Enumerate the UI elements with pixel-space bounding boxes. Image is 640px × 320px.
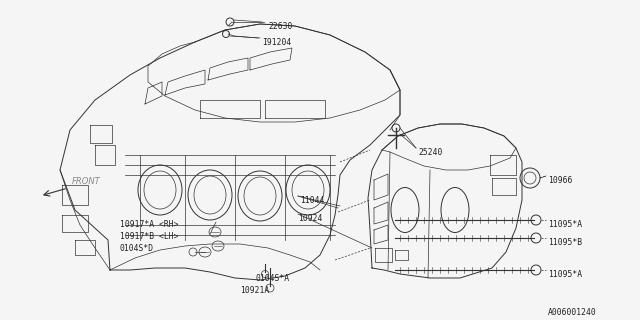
- Text: A006001240: A006001240: [548, 308, 596, 317]
- Text: 11044: 11044: [300, 196, 324, 205]
- Text: FRONT: FRONT: [72, 177, 100, 186]
- Text: 10921A: 10921A: [240, 286, 269, 295]
- Text: 11095*A: 11095*A: [548, 220, 582, 229]
- Text: 22630: 22630: [268, 22, 292, 31]
- Text: 10966: 10966: [548, 176, 572, 185]
- Text: 0104S*D: 0104S*D: [120, 244, 154, 253]
- Text: 10917*A <RH>: 10917*A <RH>: [120, 220, 179, 229]
- Text: 11095*A: 11095*A: [548, 270, 582, 279]
- Text: I91204: I91204: [262, 38, 291, 47]
- Text: 11095*B: 11095*B: [548, 238, 582, 247]
- Text: 0104S*A: 0104S*A: [255, 274, 289, 283]
- Text: 10924: 10924: [298, 214, 323, 223]
- Text: 10917*B <LH>: 10917*B <LH>: [120, 232, 179, 241]
- Text: 25240: 25240: [418, 148, 442, 157]
